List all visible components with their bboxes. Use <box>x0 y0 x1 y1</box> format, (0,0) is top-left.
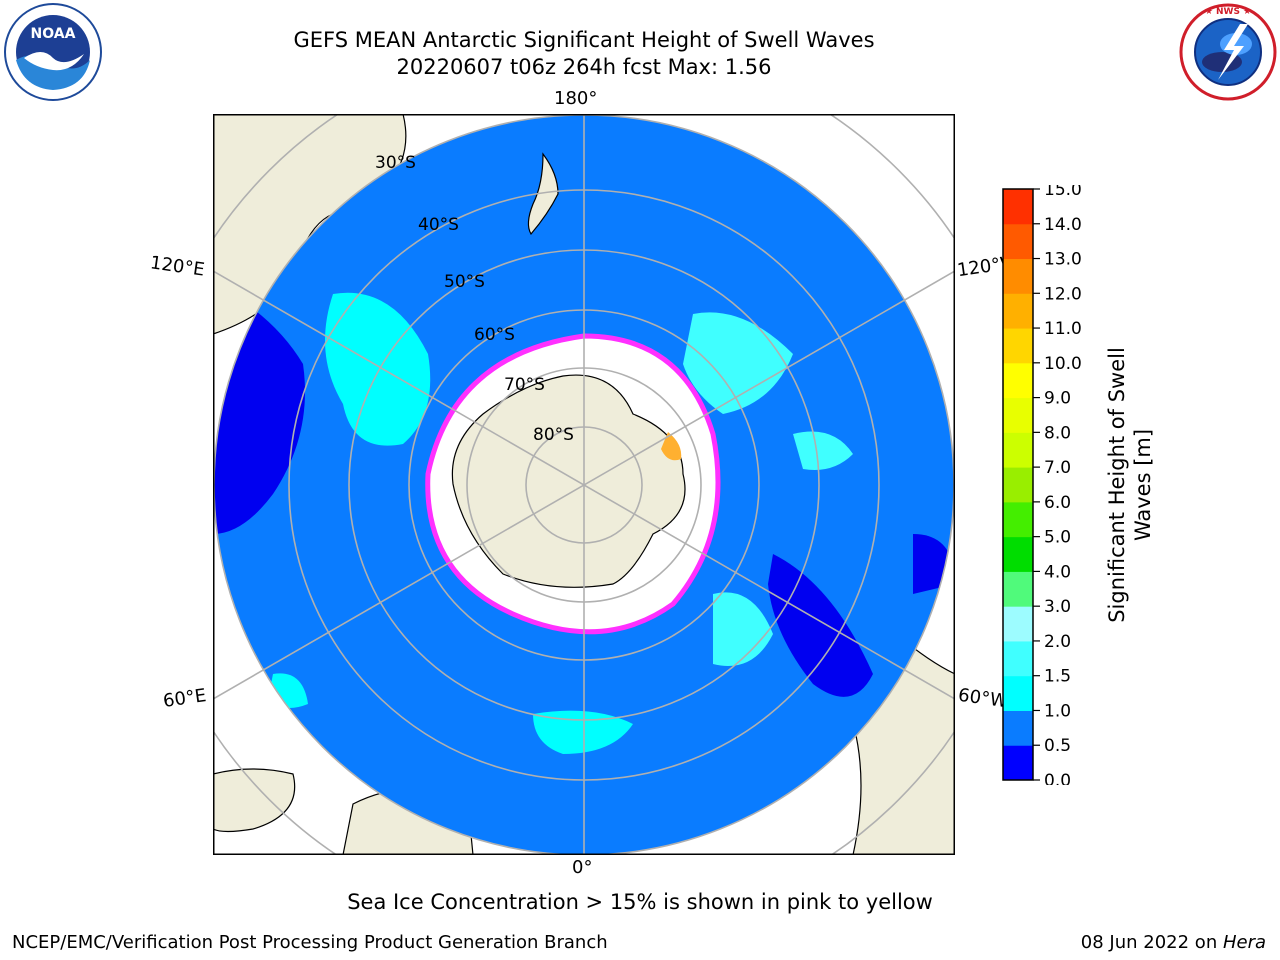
colorbar-segment <box>1003 293 1033 329</box>
colorbar-segment <box>1003 258 1033 294</box>
colorbar-segment <box>1003 467 1033 503</box>
sea-ice-caption: Sea Ice Concentration > 15% is shown in … <box>347 890 933 914</box>
colorbar-tick-label: 9.0 <box>1044 389 1071 409</box>
colorbar-segment <box>1003 606 1033 642</box>
antarctica-land <box>451 374 686 588</box>
lat-label: 80°S <box>533 425 574 445</box>
colorbar-segment <box>1003 432 1033 468</box>
footer-right: 08 Jun 2022 on Hera <box>1081 932 1266 953</box>
colorbar-tick-label: 7.0 <box>1044 458 1071 478</box>
svg-text:★ NWS ★: ★ NWS ★ <box>1205 7 1251 17</box>
colorbar-segment <box>1003 745 1033 781</box>
colorbar-segment <box>1003 501 1033 538</box>
colorbar-tick-label: 2.0 <box>1044 632 1071 652</box>
colorbar-segment <box>1003 710 1033 746</box>
colorbar-segment <box>1003 328 1033 364</box>
colorbar-tick-label: 8.0 <box>1044 423 1071 443</box>
colorbar-segment <box>1003 640 1033 677</box>
colorbar-tick-label: 4.0 <box>1044 562 1071 582</box>
colorbar-tick-label: 15.0 <box>1044 185 1082 200</box>
footer-machine: Hera <box>1222 932 1266 953</box>
lon-label-top: 180° <box>554 88 598 109</box>
colorbar-segment <box>1003 397 1033 433</box>
colorbar-tick-label: 1.5 <box>1044 667 1071 687</box>
footer-left: NCEP/EMC/Verification Post Processing Pr… <box>12 932 608 953</box>
colorbar-segment <box>1003 571 1033 607</box>
lat-label: 60°S <box>474 325 515 345</box>
colorbar-border <box>1002 188 1034 781</box>
lat-label: 70°S <box>504 375 545 395</box>
lon-label-120e: 120°E <box>148 252 206 281</box>
lon-label-bottom: 0° <box>572 857 593 878</box>
colorbar-segment <box>1003 536 1033 572</box>
colorbar-segment <box>1003 223 1033 260</box>
colorbar-segment <box>1003 189 1033 225</box>
colorbar-tick-label: 13.0 <box>1044 250 1082 270</box>
colorbar-tick-label: 0.0 <box>1044 771 1071 785</box>
colorbar-tick-label: 0.5 <box>1044 736 1071 756</box>
swell-patch <box>325 292 431 446</box>
map-border <box>213 114 955 855</box>
colorbar-label: Significant Height of Swell Waves [m] <box>1105 347 1155 623</box>
colorbar-segment <box>1003 362 1033 399</box>
lon-label-60e: 60°E <box>161 685 208 712</box>
colorbar-tick-label: 6.0 <box>1044 493 1071 513</box>
colorbar-tick-label: 14.0 <box>1044 215 1082 235</box>
lat-label: 50°S <box>444 272 485 292</box>
new-zealand-land <box>527 152 559 236</box>
colorbar-tick-label: 11.0 <box>1044 319 1082 339</box>
colorbar-tick-label: 5.0 <box>1044 528 1071 548</box>
colorbar: 0.0 0.5 1.0 1.5 2.0 3.0 4.0 5.0 6.0 7.0 8.0 9.0 10.0… <box>1002 185 1082 785</box>
map-title: GEFS MEAN Antarctic Significant Height o… <box>293 28 875 52</box>
footer-date: 08 Jun 2022 on <box>1080 932 1223 953</box>
lat-label: 40°S <box>418 215 459 235</box>
colorbar-tick-label: 3.0 <box>1044 597 1071 617</box>
lat-label: 30°S <box>375 153 416 173</box>
colorbar-label-line2: Waves [m] <box>1131 429 1155 541</box>
nws-logo-icon: ★ NWS ★ <box>1179 3 1277 101</box>
polar-map: 30°S 40°S 50°S 60°S 70°S 80°S <box>213 114 955 855</box>
colorbar-tick-label: 12.0 <box>1044 284 1082 304</box>
colorbar-tick-label: 1.0 <box>1044 701 1071 721</box>
noaa-logo-text: NOAA <box>31 26 76 42</box>
noaa-logo-icon: NOAA <box>4 3 102 101</box>
madagascar-land <box>213 768 296 833</box>
colorbar-label-line1: Significant Height of Swell <box>1105 347 1129 623</box>
colorbar-segment <box>1003 675 1033 711</box>
colorbar-tick-label: 10.0 <box>1044 354 1082 374</box>
map-subtitle: 20220607 t06z 264h fcst Max: 1.56 <box>396 55 772 79</box>
